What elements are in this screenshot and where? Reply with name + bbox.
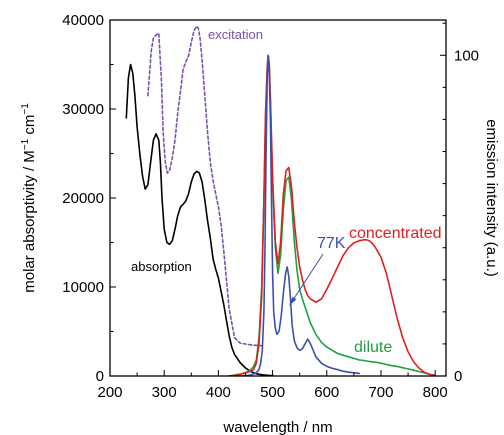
x-tick-label: 400 — [206, 384, 231, 401]
series-absorption-line — [125, 63, 274, 376]
x-tick-label: 800 — [423, 384, 448, 401]
k77-pointer-line — [292, 253, 324, 301]
y-right-tick-label: 100 — [454, 47, 479, 64]
x-tick-label: 500 — [260, 384, 285, 401]
series-layer — [125, 25, 436, 376]
y-left-axis-label: molar absorptivity / M−1 cm−1 — [20, 103, 38, 293]
excitation-label: excitation — [208, 27, 263, 42]
y-left-tick-label: 40000 — [62, 12, 104, 29]
dilute-label: dilute — [354, 339, 392, 356]
x-axis-label: wavelength / nm — [222, 419, 332, 435]
y-right-tick-label: 0 — [454, 368, 462, 385]
y-left-label-sup1: −1 — [20, 138, 31, 150]
y-left-label-mid: cm — [21, 115, 38, 139]
y-left-tick-label: 0 — [96, 368, 104, 385]
x-tick-label: 700 — [368, 384, 393, 401]
concentrated-label: concentrated — [349, 225, 442, 242]
y-left-label-main: molar absorptivity / M — [21, 150, 38, 293]
tick-layer: 200 300 400 500 600 700 800 0 10000 20000 30000 400… — [62, 12, 479, 401]
y-left-tick-label: 20000 — [62, 190, 104, 207]
x-tick-label: 600 — [314, 384, 339, 401]
absorption-label: absorption — [131, 259, 192, 274]
series-k77-line — [228, 54, 361, 376]
y-right-axis-label: emission intensity (a.u.) — [483, 119, 500, 277]
y-left-label-sup2: −1 — [20, 103, 31, 115]
k77-label: 77K — [317, 235, 346, 252]
x-tick-label: 200 — [97, 384, 122, 401]
y-left-tick-label: 30000 — [62, 101, 104, 118]
series-concentrated-line — [228, 54, 436, 376]
series-excitation-line — [147, 25, 263, 347]
x-tick-label: 300 — [152, 384, 177, 401]
k77-pointer-arrowhead — [289, 296, 297, 306]
y-left-tick-label: 10000 — [62, 279, 104, 296]
